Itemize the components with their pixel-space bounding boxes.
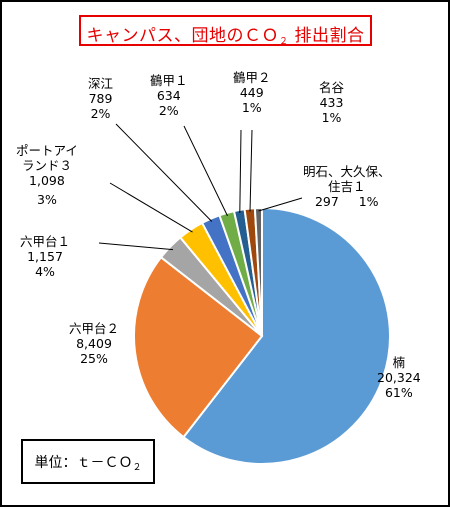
slice-label-name: 六甲台２ (69, 321, 120, 336)
slice-label-tsurukabuto2: 鶴甲２ 449 1% (233, 70, 271, 115)
unit-label: 単位：ｔ－ＣＯ２ (34, 455, 142, 473)
slice-label-value: 1,157 (27, 249, 63, 264)
slice-label-name: 六甲台１ (20, 234, 71, 249)
slice-label-name: 名谷 (319, 80, 345, 95)
slice-label-percent: 3% (37, 192, 57, 207)
leader-line-6 (239, 129, 242, 214)
slice-label-name-line1: 明石、大久保、 (303, 164, 391, 179)
slice-label-percent: 1% (358, 194, 379, 209)
leader-line-8 (258, 197, 303, 212)
pie-slice-0 (182, 206, 391, 465)
slice-label-name-line2: ランド３ (21, 158, 72, 173)
slice-label-port-island3: ポートアイ ランド３ 1,098 3% (16, 143, 78, 207)
slice-label-percent: 25% (80, 351, 108, 366)
slice-label-tsurukabuto1: 鶴甲１ 634 2% (150, 73, 188, 118)
slice-label-percent: 1% (321, 110, 342, 125)
chart-title-box: キャンパス、団地のＣＯ２ 排出割合 (79, 15, 372, 47)
pie-slice-8 (253, 206, 263, 337)
leader-line-4 (115, 123, 213, 222)
slice-label-name: 深江 (88, 76, 114, 91)
slice-label-value: 789 (88, 91, 113, 106)
slice-label-percent: 61% (384, 385, 413, 400)
slice-label-akashi-okubo-sumiyoshi1: 明石、大久保、 住吉１ 297 1% (303, 164, 391, 209)
leader-line-2 (98, 242, 174, 251)
slice-label-value: 449 (239, 85, 264, 100)
pie-slice-1 (133, 255, 264, 439)
slice-label-value: 433 (319, 95, 344, 110)
slice-label-value-percent: 297 1% (303, 194, 391, 209)
slice-label-name-line2: 住吉１ (328, 179, 366, 194)
slice-label-name: 鶴甲１ (150, 73, 188, 88)
slice-label-percent: 2% (90, 106, 111, 121)
slice-label-value: 297 (314, 194, 339, 209)
slice-label-percent: 1% (241, 100, 262, 115)
slice-label-name: 鶴甲２ (233, 70, 271, 85)
slice-label-kusunoki: 楠 20,324 61% (377, 355, 421, 400)
slice-label-value: 20,324 (377, 370, 421, 385)
slice-label-myodani: 名谷 433 1% (319, 80, 344, 125)
chart-title: キャンパス、団地のＣＯ２ 排出割合 (86, 26, 365, 47)
slice-label-percent: 2% (158, 103, 179, 118)
slice-label-rokkodai1: 六甲台１ 1,157 4% (20, 234, 70, 279)
leader-line-3 (109, 182, 193, 233)
slice-label-fukae: 深江 789 2% (88, 76, 113, 121)
leader-line-7 (249, 129, 253, 212)
slice-label-percent: 4% (35, 264, 55, 279)
slice-label-value: 8,409 (76, 336, 112, 351)
slice-label-value: 634 (156, 88, 181, 103)
slice-label-name: 楠 (392, 355, 406, 370)
leader-line-5 (183, 125, 228, 217)
slice-label-value: 1,098 (29, 173, 65, 188)
unit-box: 単位：ｔ－ＣＯ２ (21, 439, 155, 484)
slice-label-name-line1: ポートアイ (16, 143, 78, 158)
slice-label-rokkodai2: 六甲台２ 8,409 25% (69, 321, 119, 366)
